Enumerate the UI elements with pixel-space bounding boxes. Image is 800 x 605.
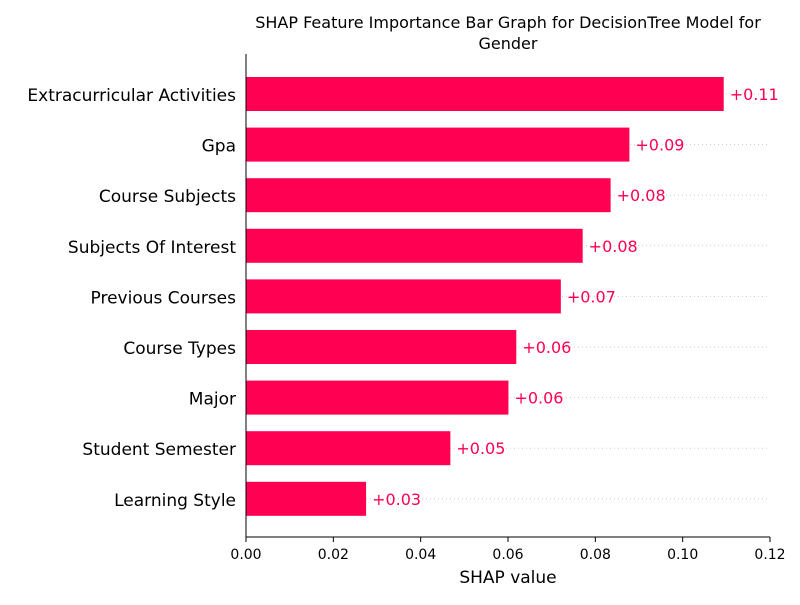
x-tick-label: 0.00 bbox=[230, 547, 261, 563]
bar bbox=[246, 77, 724, 111]
x-tick-label: 0.02 bbox=[318, 547, 349, 563]
x-tick-label: 0.04 bbox=[405, 547, 436, 563]
bar bbox=[246, 380, 509, 415]
bar bbox=[246, 228, 583, 263]
plot-area: +0.11 Extracurricular Activities +0.09 Gpa +… bbox=[27, 54, 786, 563]
bar bbox=[246, 127, 630, 162]
y-tick-label: Course Subjects bbox=[99, 187, 236, 207]
bar-value-label: +0.07 bbox=[567, 287, 616, 306]
y-tick-label: Previous Courses bbox=[91, 288, 237, 308]
bar bbox=[246, 330, 517, 364]
y-tick-label: Gpa bbox=[202, 137, 236, 157]
bar-value-label: +0.08 bbox=[617, 186, 666, 205]
chart-title-line-2: Gender bbox=[479, 34, 538, 53]
x-tick-label: 0.06 bbox=[492, 547, 523, 563]
y-tick-label: Subjects Of Interest bbox=[68, 238, 236, 258]
bar bbox=[246, 431, 451, 466]
bar-value-label: +0.09 bbox=[635, 136, 684, 155]
y-tick-label: Major bbox=[189, 390, 236, 410]
bar-value-label: +0.06 bbox=[514, 389, 563, 408]
bar bbox=[246, 481, 367, 516]
x-tick-label: 0.10 bbox=[667, 547, 698, 563]
bar-value-label: +0.08 bbox=[589, 237, 638, 256]
bar-value-label: +0.11 bbox=[730, 85, 779, 104]
y-tick-label: Learning Style bbox=[114, 491, 236, 511]
bar bbox=[246, 279, 561, 314]
bar bbox=[246, 178, 611, 213]
bar-value-label: +0.03 bbox=[372, 490, 421, 509]
x-axis-label: SHAP value bbox=[459, 568, 556, 588]
bar-value-label: +0.05 bbox=[456, 439, 505, 458]
y-tick-label: Course Types bbox=[123, 339, 236, 359]
chart-title-line-1: SHAP Feature Importance Bar Graph for De… bbox=[255, 13, 761, 32]
x-tick-label: 0.08 bbox=[580, 547, 611, 563]
bar-value-label: +0.06 bbox=[522, 338, 571, 357]
y-tick-label: Extracurricular Activities bbox=[27, 86, 236, 106]
y-tick-label: Student Semester bbox=[82, 440, 236, 460]
x-tick-label: 0.12 bbox=[754, 547, 785, 563]
